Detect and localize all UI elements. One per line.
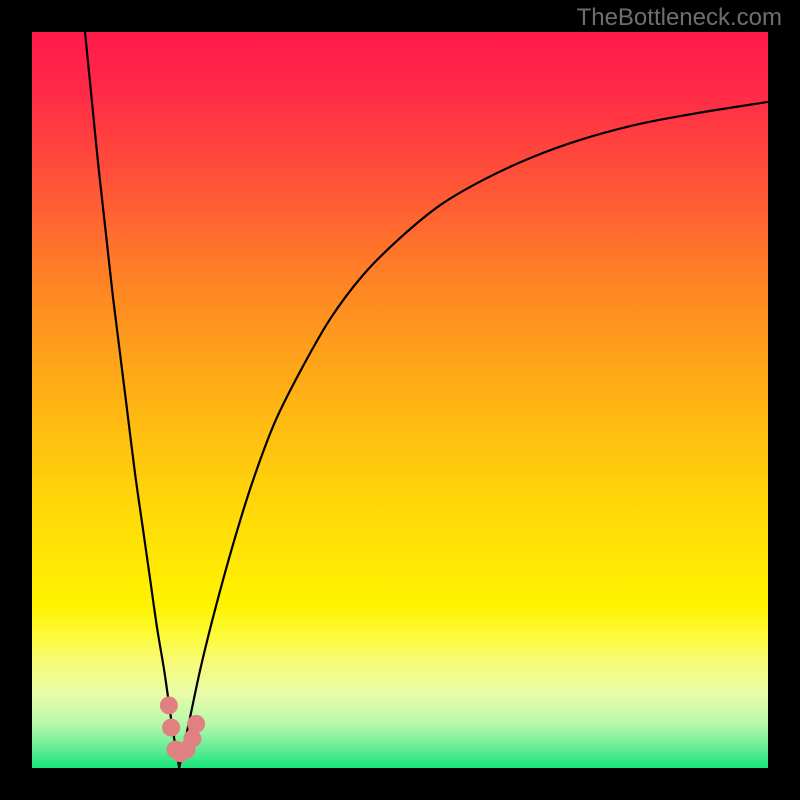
plot-background xyxy=(32,32,768,768)
scatter-point xyxy=(187,715,205,733)
bottleneck-chart xyxy=(0,0,800,800)
chart-container: TheBottleneck.com xyxy=(0,0,800,800)
watermark-text: TheBottleneck.com xyxy=(577,4,782,32)
scatter-point xyxy=(160,696,178,714)
scatter-point xyxy=(162,719,180,737)
